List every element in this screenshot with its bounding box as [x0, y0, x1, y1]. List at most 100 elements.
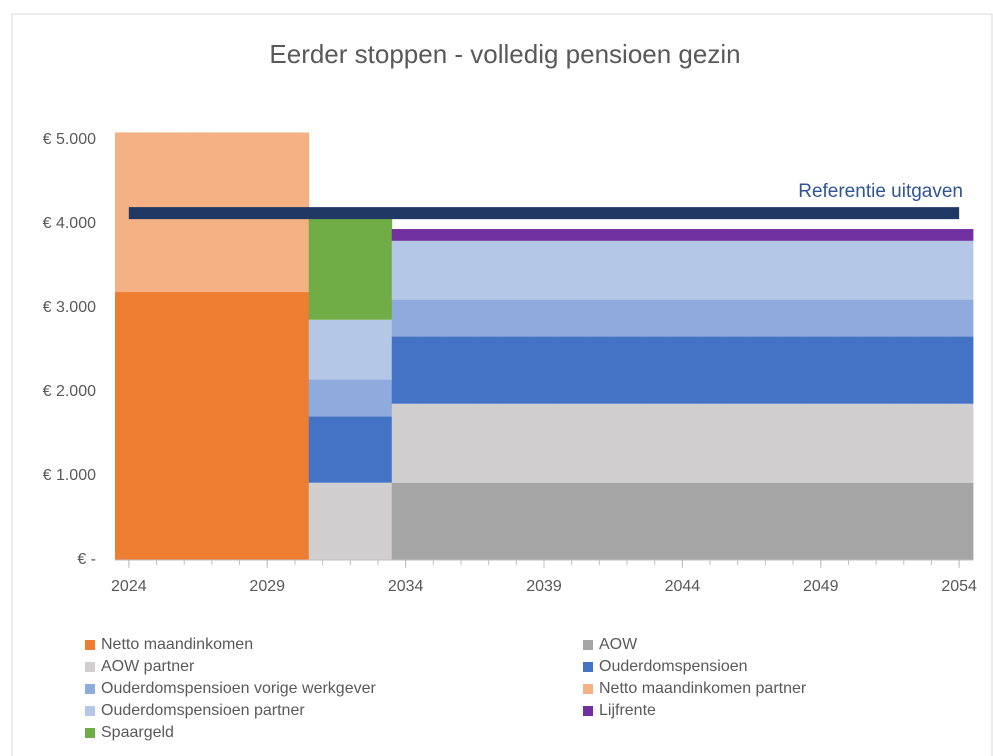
bar-segment	[308, 416, 337, 483]
bar-segment	[834, 240, 863, 300]
bar-segment	[474, 229, 503, 241]
legend-label: Netto maandinkomen partner	[599, 680, 807, 697]
bar-segment	[779, 240, 808, 300]
legend-label: Lijfrente	[599, 702, 656, 719]
x-tick-label: 2034	[388, 578, 424, 595]
bar-segment	[225, 292, 254, 560]
bar-segment	[585, 403, 614, 483]
bar-segment	[447, 240, 476, 300]
bar-segment	[336, 416, 365, 483]
bar-segment	[834, 482, 863, 560]
legend-label: Ouderdomspensioen	[599, 658, 748, 675]
bar-segment	[723, 240, 752, 300]
bar-segment	[613, 482, 642, 560]
bar-segment	[308, 218, 337, 320]
bar-segment	[530, 229, 559, 241]
bar-segment	[723, 229, 752, 241]
bar-segment	[474, 336, 503, 404]
bar-segment	[751, 482, 780, 560]
bar-segment	[391, 240, 420, 300]
bar-segment	[806, 229, 836, 241]
bar-segment	[668, 240, 697, 300]
bar-segment	[834, 299, 863, 337]
bar-segment	[862, 299, 891, 337]
legend-swatch	[85, 684, 95, 694]
legend-swatch	[583, 706, 593, 716]
bar-segment	[779, 482, 808, 560]
bar-segment	[613, 336, 642, 404]
y-tick-label: € 2.000	[43, 383, 96, 400]
bar-segment	[557, 336, 586, 404]
y-tick-label: € -	[77, 551, 96, 568]
chart-title: Eerder stoppen - volledig pensioen gezin	[269, 39, 740, 69]
bar-segment	[917, 240, 946, 300]
bar-segment	[945, 240, 974, 300]
bar-segment	[474, 240, 503, 300]
bar-segment	[834, 336, 863, 404]
bar-segment	[862, 229, 891, 241]
bar-segment	[502, 403, 531, 483]
bar-segment	[557, 299, 586, 337]
bar-segment	[668, 482, 697, 560]
legend-label: AOW	[599, 636, 638, 653]
bar-segment	[806, 336, 836, 404]
legend-label: AOW partner	[101, 658, 195, 675]
bar-segment	[917, 403, 946, 483]
legend-label: Spaargeld	[101, 724, 174, 741]
bar-segment	[640, 403, 669, 483]
bar-segment	[917, 482, 946, 560]
bar-segment	[613, 229, 642, 241]
bar-segment	[696, 240, 725, 300]
x-tick-label: 2054	[941, 578, 977, 595]
bar-segment	[696, 229, 725, 241]
bar-segment	[751, 299, 780, 337]
bar-segment	[391, 482, 420, 560]
bar-segment	[364, 416, 393, 483]
bar-segment	[945, 482, 974, 560]
bar-segment	[336, 218, 365, 320]
bar-segment	[779, 336, 808, 404]
bar-segment	[364, 319, 393, 380]
bar-segment	[253, 292, 282, 560]
legend-swatch	[85, 662, 95, 672]
bar-segment	[696, 403, 725, 483]
bar-segment	[447, 403, 476, 483]
x-tick-label: 2039	[526, 578, 562, 595]
bar-segment	[917, 336, 946, 404]
bar-segment	[530, 403, 559, 483]
bar-segment	[419, 299, 448, 337]
bar-segment	[640, 336, 669, 404]
bar-segment	[336, 319, 365, 380]
bar-segment	[391, 229, 420, 241]
bar-segment	[585, 240, 614, 300]
legend-label: Ouderdomspensioen vorige werkgever	[101, 680, 376, 697]
bar-segment	[723, 336, 752, 404]
bar-segment	[447, 482, 476, 560]
bar-segment	[336, 379, 365, 417]
bar-segment	[834, 229, 863, 241]
bar-segment	[668, 403, 697, 483]
y-tick-label: € 5.000	[43, 131, 96, 148]
bar-segment	[945, 229, 974, 241]
bar-segment	[862, 403, 891, 483]
legend-label: Ouderdomspensioen partner	[101, 702, 305, 719]
x-tick-label: 2024	[111, 578, 147, 595]
legend-swatch	[583, 684, 593, 694]
bar-segment	[723, 403, 752, 483]
bar-segment	[945, 299, 974, 337]
bar-segment	[613, 240, 642, 300]
bar-segment	[170, 292, 199, 560]
bar-segment	[585, 482, 614, 560]
bar-segment	[419, 482, 448, 560]
bar-segment	[198, 292, 227, 560]
bar-segment	[557, 403, 586, 483]
bar-segment	[696, 336, 725, 404]
bar-segment	[862, 336, 891, 404]
bar-segment	[806, 299, 836, 337]
bar-segment	[834, 403, 863, 483]
bar-segment	[806, 482, 836, 560]
bar-segment	[723, 299, 752, 337]
bar-segment	[889, 482, 919, 560]
bar-segment	[474, 299, 503, 337]
